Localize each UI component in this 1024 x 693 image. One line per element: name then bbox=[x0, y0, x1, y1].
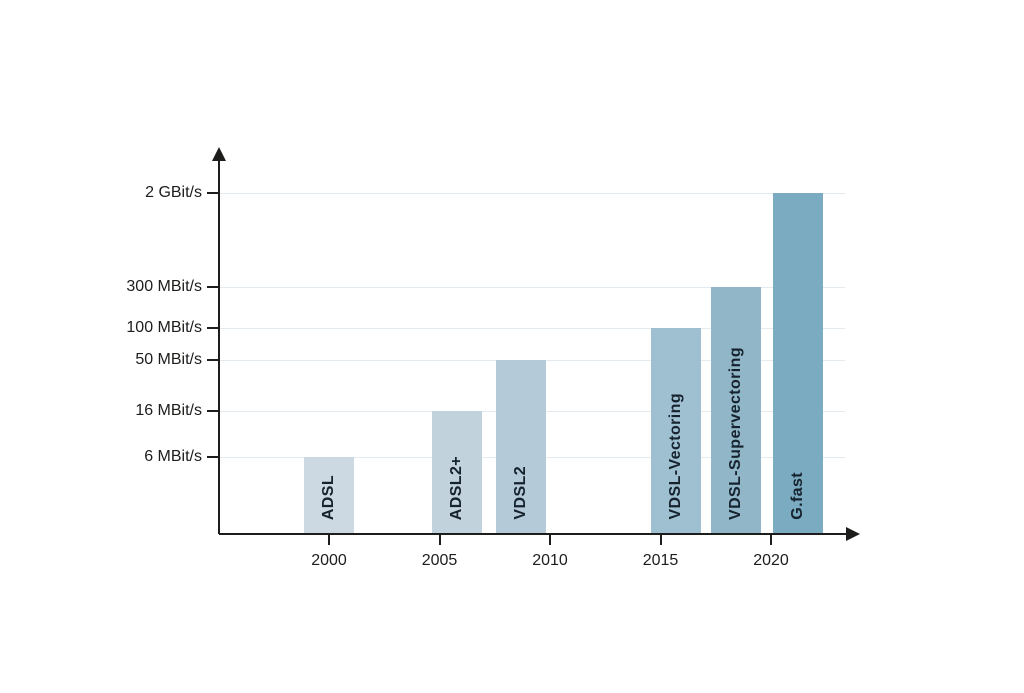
bar-label: G.fast bbox=[788, 472, 806, 520]
y-axis-tick bbox=[207, 410, 219, 412]
y-axis-tick-label: 100 MBit/s bbox=[126, 319, 202, 336]
bar-vdsl-vectoring: VDSL-Vectoring bbox=[650, 328, 701, 534]
x-axis-tick bbox=[659, 534, 662, 545]
x-axis-tick bbox=[549, 534, 551, 545]
bar-label: VDSL-Vectoring bbox=[666, 393, 684, 520]
bar-label: VDSL-Supervectoring bbox=[726, 347, 744, 520]
bar-adsl2-: ADSL2+ bbox=[432, 411, 483, 534]
y-axis-tick bbox=[207, 327, 219, 329]
x-axis-tick bbox=[438, 534, 441, 545]
bar-label: VDSL2 bbox=[512, 466, 530, 520]
gridline bbox=[219, 287, 845, 288]
bar-label: ADSL2+ bbox=[448, 455, 466, 520]
x-axis-tick bbox=[770, 534, 772, 545]
y-axis-tick-label: 16 MBit/s bbox=[135, 402, 202, 419]
y-axis bbox=[218, 160, 220, 534]
y-axis-tick-label: 50 MBit/s bbox=[135, 351, 202, 368]
bar-g-fast: G.fast bbox=[772, 193, 823, 534]
gridline bbox=[219, 328, 845, 329]
y-axis-tick bbox=[207, 456, 219, 458]
x-axis-arrow-icon bbox=[846, 527, 860, 541]
y-axis-tick bbox=[207, 286, 219, 288]
bar-label: ADSL bbox=[320, 474, 337, 520]
bar-vdsl-supervectoring: VDSL-Supervectoring bbox=[710, 287, 761, 534]
x-axis-tick-label: 2020 bbox=[753, 552, 789, 569]
bar-vdsl2: VDSL2 bbox=[496, 360, 547, 534]
x-axis-tick-label: 2005 bbox=[421, 552, 458, 569]
y-axis-tick-label: 300 MBit/s bbox=[126, 278, 202, 295]
bar-adsl: ADSL bbox=[304, 457, 354, 534]
y-axis-tick-label: 2 GBit/s bbox=[145, 184, 202, 201]
x-axis-tick-label: 2000 bbox=[311, 552, 347, 569]
gridline bbox=[219, 193, 845, 194]
y-axis-tick bbox=[207, 192, 219, 194]
x-axis bbox=[219, 533, 849, 535]
x-axis-tick-label: 2015 bbox=[642, 552, 679, 569]
x-axis-tick-label: 2010 bbox=[532, 552, 568, 569]
y-axis-tick bbox=[207, 359, 219, 361]
y-axis-tick-label: 6 MBit/s bbox=[144, 448, 202, 465]
y-axis-arrow-icon bbox=[212, 147, 226, 161]
x-axis-tick bbox=[328, 534, 330, 545]
